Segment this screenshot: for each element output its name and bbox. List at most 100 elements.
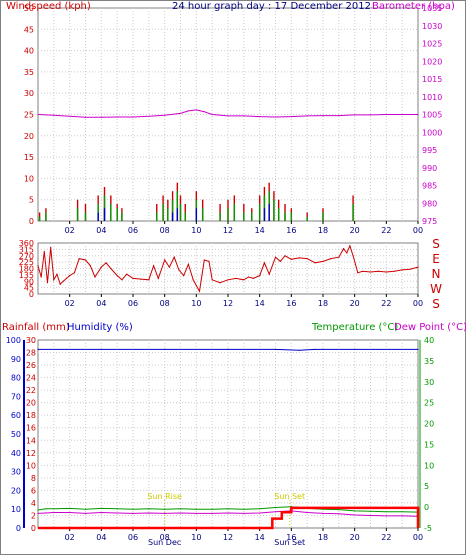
dewpoint-line-point bbox=[148, 512, 150, 514]
sun-annotation-label: Sun Dec bbox=[148, 538, 181, 547]
barometer-line-point bbox=[338, 115, 340, 117]
temperature-tick-label: 20 bbox=[424, 420, 434, 429]
x-tick-label: 14 bbox=[255, 226, 265, 235]
x-tick-label: 16 bbox=[286, 226, 296, 235]
rainfall-axis-title: Rainfall (mm) bbox=[2, 322, 70, 333]
dewpoint-line-point bbox=[132, 512, 134, 515]
climate-panel-frame: 02 04 06 08 10 12 14 16 18 20 22 000102030405060708… bbox=[6, 336, 434, 547]
dewpoint-line bbox=[37, 510, 419, 517]
dewpoint-line-point bbox=[100, 511, 102, 514]
wind-direction-line-point bbox=[252, 277, 254, 279]
compass-label: E bbox=[432, 252, 440, 266]
barometer-tick-label: 995 bbox=[422, 146, 437, 155]
rain-tick-label: 24 bbox=[26, 374, 36, 383]
compass-label: W bbox=[430, 282, 442, 296]
dewpoint-line-point bbox=[306, 511, 308, 514]
temperature-line-point bbox=[37, 509, 39, 511]
rain-tick-label: 26 bbox=[26, 361, 36, 370]
sun-annotation-label: Sun Set bbox=[274, 492, 305, 501]
humidity-line-point bbox=[37, 348, 39, 350]
barometer-line-point bbox=[227, 115, 229, 117]
windspeed-tick-label: 40 bbox=[24, 47, 34, 56]
direction-tick-label: 315 bbox=[19, 245, 34, 254]
temperature-line-point bbox=[69, 507, 71, 509]
wind-direction-line-point bbox=[116, 275, 118, 277]
rain-tick-label: 20 bbox=[26, 399, 36, 408]
humidity-axis-title: Humidity (%) bbox=[67, 322, 133, 333]
wind-direction-line-point bbox=[121, 279, 123, 281]
temperature-line-point bbox=[243, 508, 245, 510]
wind-direction-line-point bbox=[148, 279, 150, 281]
x-tick-label: 20 bbox=[350, 533, 360, 542]
windspeed-tick-label: 15 bbox=[24, 153, 34, 162]
rain-tick-label: 2 bbox=[31, 511, 36, 520]
temperature-tick-label: 35 bbox=[424, 357, 434, 366]
dewpoint-line-point bbox=[259, 512, 261, 514]
rain-tick-label: 6 bbox=[31, 486, 36, 495]
dewpoint-line-point bbox=[322, 512, 324, 515]
temperature-line-point bbox=[385, 511, 387, 513]
wind-direction-line-point bbox=[219, 282, 221, 284]
wind-direction-line-point bbox=[140, 278, 142, 280]
temperature-line-point bbox=[164, 508, 166, 510]
temperature-tick-label: 25 bbox=[424, 399, 434, 408]
wind-direction-line-point bbox=[377, 270, 379, 272]
temperature-tick-label: 30 bbox=[424, 378, 434, 387]
dewpoint-line-point bbox=[69, 511, 71, 514]
barometer-line-point bbox=[84, 116, 87, 118]
wind-direction-line-point bbox=[69, 275, 71, 277]
barometer-line-point bbox=[259, 116, 261, 118]
x-tick-label: 00 bbox=[413, 226, 423, 235]
wind-direction-line-point bbox=[50, 246, 52, 248]
barometer-line-point bbox=[195, 109, 197, 111]
dewpoint-line-point bbox=[45, 512, 47, 514]
windspeed-tick-label: 35 bbox=[24, 68, 34, 77]
humidity-line-point bbox=[274, 348, 277, 350]
wind-direction-line-point bbox=[298, 257, 300, 259]
wind-direction-line-point bbox=[164, 259, 166, 261]
rain-tick-label: 22 bbox=[26, 386, 36, 395]
direction-tick-label: 270 bbox=[19, 252, 34, 261]
humidity-tick-label: 20 bbox=[11, 486, 21, 495]
humidity-line-point bbox=[298, 349, 300, 351]
barometer-line-point bbox=[179, 112, 182, 114]
x-tick-label: 08 bbox=[160, 533, 170, 542]
barometer-line-point bbox=[401, 113, 403, 116]
wind-direction-line-point bbox=[330, 258, 332, 260]
x-tick-label: 04 bbox=[96, 533, 106, 542]
barometer-line-point bbox=[53, 114, 55, 116]
humidity-line-point bbox=[227, 348, 229, 350]
wind-direction-line-point bbox=[362, 270, 364, 272]
temperature-axis-title: Temperature (°C) bbox=[311, 322, 398, 333]
humidity-tick-label: 100 bbox=[6, 336, 21, 345]
x-tick-label: 22 bbox=[381, 533, 391, 542]
barometer-line-point bbox=[385, 113, 387, 116]
barometer-line-point bbox=[148, 115, 150, 117]
wind-direction-line-point bbox=[211, 279, 213, 281]
humidity-tick-label: 40 bbox=[11, 449, 21, 458]
x-tick-label: 16 bbox=[286, 533, 296, 542]
wind-direction-line-point bbox=[338, 256, 340, 258]
wind-direction-line-point bbox=[187, 263, 189, 265]
dewpoint-line-point bbox=[84, 512, 87, 515]
barometer-tick-label: 1015 bbox=[422, 75, 442, 84]
rain-tick-label: 16 bbox=[26, 424, 36, 433]
windspeed-tick-label: 10 bbox=[24, 174, 34, 183]
wind-direction-line-point bbox=[290, 258, 292, 260]
wind-direction-line-point bbox=[43, 250, 45, 253]
temperature-tick-label: 15 bbox=[424, 440, 434, 449]
wind-direction-line-point bbox=[208, 260, 210, 262]
wind-direction-line-point bbox=[59, 283, 61, 285]
barometer-tick-label: 1035 bbox=[422, 4, 442, 13]
temperature-line-point bbox=[148, 508, 150, 510]
rain-tick-label: 0 bbox=[31, 524, 36, 533]
temperature-tick-label: 10 bbox=[424, 461, 434, 470]
humidity-tick-label: 0 bbox=[16, 524, 21, 533]
dewpoint-line-point bbox=[37, 512, 39, 515]
rain-tick-label: 18 bbox=[26, 411, 36, 420]
wind-direction-line-point bbox=[100, 266, 102, 268]
direction-tick-label: 90 bbox=[24, 277, 34, 286]
barometer-line-point bbox=[306, 115, 308, 117]
